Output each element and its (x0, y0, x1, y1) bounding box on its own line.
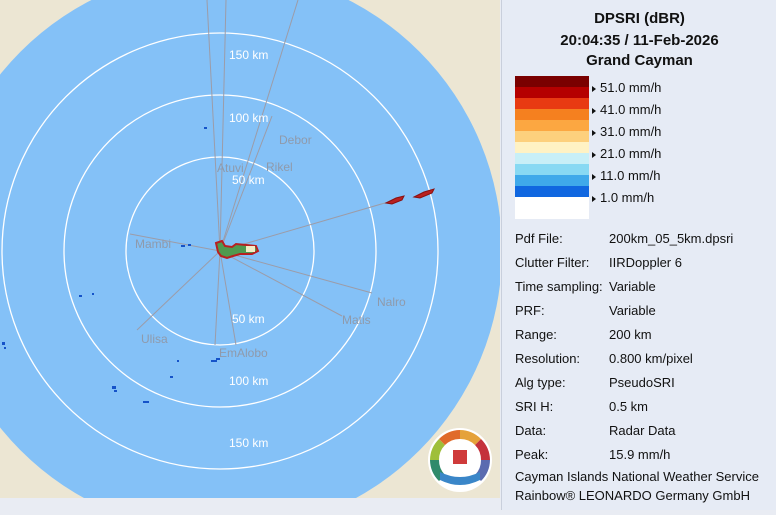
info-value-data: Radar Data (609, 423, 676, 438)
color-swatch (515, 109, 589, 120)
info-value-pdf-file: 200km_05_5km.dpsri (609, 231, 734, 246)
info-key-sri-h: SRI H: (515, 399, 554, 414)
range-ring-100 (63, 94, 377, 408)
little-cayman-island (384, 195, 405, 205)
map-bottom-strip (0, 498, 500, 510)
tick-marker-icon (592, 151, 596, 158)
range-label-100-north: 100 km (229, 111, 268, 125)
national-weather-service-logo (428, 428, 492, 492)
grand-cayman-island (214, 239, 260, 260)
range-label-50-south: 50 km (232, 312, 265, 326)
tick-marker-icon (592, 85, 596, 92)
color-swatch (515, 142, 589, 153)
info-value-peak: 15.9 mm/h (609, 447, 671, 462)
info-key-pdf-file: Pdf File: (515, 231, 563, 246)
sector-label-emalobo: EmAlobo (219, 346, 268, 360)
sector-label-rikel: Rikel (266, 160, 293, 174)
range-label-50-north: 50 km (232, 173, 265, 187)
site-title: Grand Cayman (586, 52, 693, 69)
sector-label-debor: Debor (279, 133, 312, 147)
info-key-range: Range: (515, 327, 557, 342)
radar-echoes (2, 127, 220, 403)
footer-organization: Cayman Islands National Weather Service (515, 469, 759, 484)
info-value-range: 200 km (609, 327, 652, 342)
color-swatch (515, 87, 589, 98)
legend-label-31: 31.0 mm/h (592, 124, 661, 139)
sector-label-mambi: Mambi (135, 237, 171, 251)
info-value-prf: Variable (609, 303, 656, 318)
legend-label-text: 41.0 mm/h (600, 102, 662, 117)
tick-marker-icon (592, 173, 596, 180)
sector-label-atuvi: Atuvi (217, 161, 244, 175)
sector-lines (129, 0, 403, 346)
legend-label-text: 51.0 mm/h (600, 80, 662, 95)
tick-marker-icon (592, 107, 596, 114)
info-value-time-sampling: Variable (609, 279, 656, 294)
info-key-alg-type: Alg type: (515, 375, 566, 390)
info-key-time-sampling: Time sampling: (515, 279, 603, 294)
datetime-title: 20:04:35 / 11-Feb-2026 (560, 32, 719, 49)
radar-coverage (0, 0, 502, 515)
info-key-resolution: Resolution: (515, 351, 581, 366)
legend-label-text: 21.0 mm/h (600, 146, 662, 161)
info-key-prf: PRF: (515, 303, 545, 318)
info-key-data: Data: (515, 423, 547, 438)
legend-label-21: 21.0 mm/h (592, 146, 661, 161)
info-key-clutter-filter: Clutter Filter: (515, 255, 590, 270)
tick-marker-icon (592, 195, 596, 202)
sector-label-matis: Matis (342, 313, 371, 327)
info-value-resolution: 0.800 km/pixel (609, 351, 693, 366)
sector-label-nalro: Nalro (377, 295, 406, 309)
legend-label-text: 1.0 mm/h (600, 190, 655, 205)
range-label-150-north: 150 km (229, 48, 268, 62)
range-label-150-south: 150 km (229, 436, 268, 450)
product-title: DPSRI (dBR) (594, 10, 685, 27)
legend-label-11: 11.0 mm/h (592, 168, 660, 183)
tick-marker-icon (592, 129, 596, 136)
color-swatch (515, 131, 589, 142)
color-swatch (515, 197, 589, 219)
sector-label-ulisa: Ulisa (141, 332, 168, 346)
color-swatch (515, 164, 589, 175)
range-label-100-south: 100 km (229, 374, 268, 388)
info-value-clutter-filter: IIRDoppler 6 (609, 255, 682, 270)
color-swatch (515, 175, 589, 186)
legend-label-41: 41.0 mm/h (592, 102, 661, 117)
legend-label-text: 31.0 mm/h (600, 124, 662, 139)
range-ring-150 (1, 32, 439, 470)
color-scale (515, 76, 589, 219)
info-value-alg-type: PseudoSRI (609, 375, 675, 390)
legend-label-1: 1.0 mm/h (592, 190, 654, 205)
range-ring-50 (125, 156, 315, 346)
legend-label-51: 51.0 mm/h (592, 80, 661, 95)
color-swatch (515, 98, 589, 109)
color-swatch (515, 76, 589, 87)
color-swatch (515, 153, 589, 164)
radar-map-svg: Atuvi Rikel Debor Mambi Nalro Matis Ulis… (0, 0, 502, 515)
footer-vendor: Rainbow® LEONARDO Germany GmbH (515, 488, 750, 503)
color-swatch (515, 186, 589, 197)
legend-label-text: 11.0 mm/h (600, 168, 661, 183)
color-swatch (515, 120, 589, 131)
radar-map[interactable]: Atuvi Rikel Debor Mambi Nalro Matis Ulis… (0, 0, 502, 515)
info-key-peak: Peak: (515, 447, 549, 462)
info-panel: DPSRI (dBR) 20:04:35 / 11-Feb-2026 Grand… (501, 0, 776, 510)
cayman-brac-island (412, 188, 435, 199)
info-value-sri-h: 0.5 km (609, 399, 649, 414)
